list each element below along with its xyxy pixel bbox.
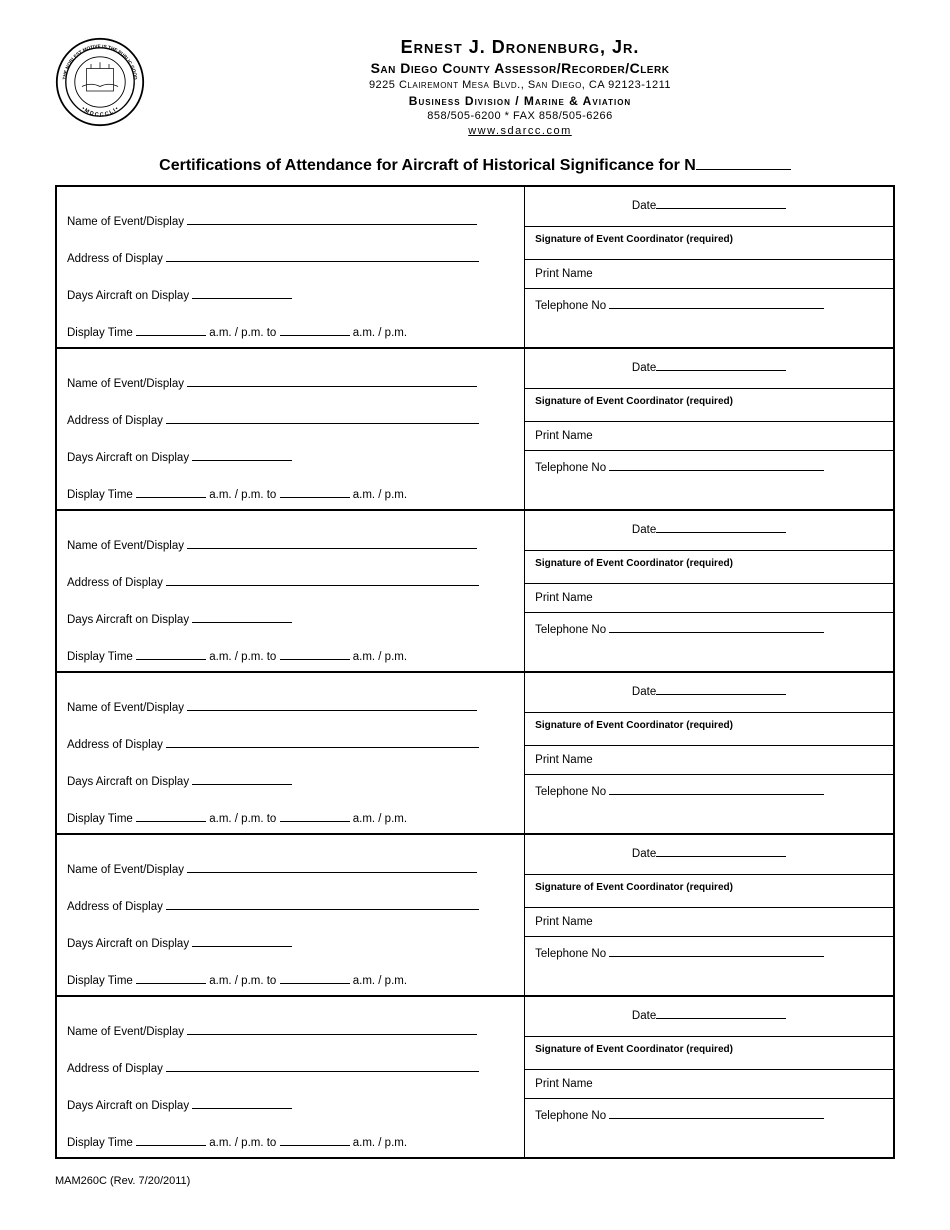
signature-field[interactable]: Signature of Event Coordinator (required…: [525, 875, 893, 908]
event-row: Name of Event/Display Address of Display…: [57, 835, 893, 997]
county-seal-icon: THE NOBLEST MOTIVE IS THE PUBLIC GOOD • …: [55, 37, 145, 127]
display-address-field[interactable]: Address of Display: [67, 898, 514, 913]
date-field[interactable]: Date: [525, 835, 893, 875]
coordinator-column: DateSignature of Event Coordinator (requ…: [525, 511, 893, 671]
display-time-field[interactable]: Display Time a.m. / p.m. to a.m. / p.m.: [67, 972, 514, 987]
signature-field[interactable]: Signature of Event Coordinator (required…: [525, 713, 893, 746]
days-on-display-field[interactable]: Days Aircraft on Display: [67, 449, 514, 464]
signature-field[interactable]: Signature of Event Coordinator (required…: [525, 1037, 893, 1070]
display-address-field[interactable]: Address of Display: [67, 250, 514, 265]
event-row: Name of Event/Display Address of Display…: [57, 187, 893, 349]
header: THE NOBLEST MOTIVE IS THE PUBLIC GOOD • …: [55, 35, 895, 139]
signature-field[interactable]: Signature of Event Coordinator (required…: [525, 551, 893, 584]
event-row: Name of Event/Display Address of Display…: [57, 349, 893, 511]
event-name-field[interactable]: Name of Event/Display: [67, 537, 514, 552]
official-title: San Diego County Assessor/Recorder/Clerk: [145, 59, 895, 78]
display-time-field[interactable]: Display Time a.m. / p.m. to a.m. / p.m.: [67, 810, 514, 825]
telephone-field[interactable]: Telephone No: [525, 289, 893, 320]
display-address-field[interactable]: Address of Display: [67, 574, 514, 589]
telephone-field[interactable]: Telephone No: [525, 775, 893, 806]
print-name-field[interactable]: Print Name: [525, 422, 893, 451]
days-on-display-field[interactable]: Days Aircraft on Display: [67, 1097, 514, 1112]
phone-fax: 858/505-6200 * FAX 858/505-6266: [145, 109, 895, 124]
coordinator-column: DateSignature of Event Coordinator (requ…: [525, 673, 893, 833]
days-on-display-field[interactable]: Days Aircraft on Display: [67, 287, 514, 302]
display-address-field[interactable]: Address of Display: [67, 412, 514, 427]
date-field[interactable]: Date: [525, 997, 893, 1037]
event-details-column: Name of Event/Display Address of Display…: [57, 835, 525, 995]
svg-text:• M D C C C L I •: • M D C C C L I •: [80, 106, 120, 118]
display-address-field[interactable]: Address of Display: [67, 736, 514, 751]
header-text: Ernest J. Dronenburg, Jr. San Diego Coun…: [145, 35, 895, 139]
event-details-column: Name of Event/Display Address of Display…: [57, 673, 525, 833]
days-on-display-field[interactable]: Days Aircraft on Display: [67, 773, 514, 788]
display-time-field[interactable]: Display Time a.m. / p.m. to a.m. / p.m.: [67, 486, 514, 501]
event-row: Name of Event/Display Address of Display…: [57, 511, 893, 673]
form-title: Certifications of Attendance for Aircraf…: [55, 157, 895, 175]
print-name-field[interactable]: Print Name: [525, 908, 893, 937]
event-details-column: Name of Event/Display Address of Display…: [57, 997, 525, 1157]
date-field[interactable]: Date: [525, 511, 893, 551]
form-footer: MAM260C (Rev. 7/20/2011): [55, 1175, 895, 1187]
telephone-field[interactable]: Telephone No: [525, 937, 893, 968]
display-address-field[interactable]: Address of Display: [67, 1060, 514, 1075]
telephone-field[interactable]: Telephone No: [525, 451, 893, 482]
form-title-text: Certifications of Attendance for Aircraf…: [159, 157, 696, 174]
form-table: Name of Event/Display Address of Display…: [55, 185, 895, 1159]
event-row: Name of Event/Display Address of Display…: [57, 673, 893, 835]
coordinator-column: DateSignature of Event Coordinator (requ…: [525, 187, 893, 347]
display-time-field[interactable]: Display Time a.m. / p.m. to a.m. / p.m.: [67, 324, 514, 339]
print-name-field[interactable]: Print Name: [525, 746, 893, 775]
signature-field[interactable]: Signature of Event Coordinator (required…: [525, 389, 893, 422]
coordinator-column: DateSignature of Event Coordinator (requ…: [525, 835, 893, 995]
date-field[interactable]: Date: [525, 349, 893, 389]
n-number-blank[interactable]: [696, 169, 791, 170]
print-name-field[interactable]: Print Name: [525, 584, 893, 613]
telephone-field[interactable]: Telephone No: [525, 1099, 893, 1130]
event-name-field[interactable]: Name of Event/Display: [67, 861, 514, 876]
official-name: Ernest J. Dronenburg, Jr.: [145, 35, 895, 59]
event-name-field[interactable]: Name of Event/Display: [67, 699, 514, 714]
event-details-column: Name of Event/Display Address of Display…: [57, 349, 525, 509]
event-details-column: Name of Event/Display Address of Display…: [57, 187, 525, 347]
coordinator-column: DateSignature of Event Coordinator (requ…: [525, 997, 893, 1157]
event-name-field[interactable]: Name of Event/Display: [67, 1023, 514, 1038]
display-time-field[interactable]: Display Time a.m. / p.m. to a.m. / p.m.: [67, 648, 514, 663]
days-on-display-field[interactable]: Days Aircraft on Display: [67, 611, 514, 626]
event-name-field[interactable]: Name of Event/Display: [67, 375, 514, 390]
print-name-field[interactable]: Print Name: [525, 260, 893, 289]
telephone-field[interactable]: Telephone No: [525, 613, 893, 644]
event-name-field[interactable]: Name of Event/Display: [67, 213, 514, 228]
print-name-field[interactable]: Print Name: [525, 1070, 893, 1099]
signature-field[interactable]: Signature of Event Coordinator (required…: [525, 227, 893, 260]
office-address: 9225 Clairemont Mesa Blvd., San Diego, C…: [145, 78, 895, 93]
event-row: Name of Event/Display Address of Display…: [57, 997, 893, 1157]
event-details-column: Name of Event/Display Address of Display…: [57, 511, 525, 671]
date-field[interactable]: Date: [525, 187, 893, 227]
coordinator-column: DateSignature of Event Coordinator (requ…: [525, 349, 893, 509]
display-time-field[interactable]: Display Time a.m. / p.m. to a.m. / p.m.: [67, 1134, 514, 1149]
division-name: Business Division / Marine & Aviation: [145, 93, 895, 109]
website-url: www.sdarcc.com: [145, 124, 895, 139]
days-on-display-field[interactable]: Days Aircraft on Display: [67, 935, 514, 950]
date-field[interactable]: Date: [525, 673, 893, 713]
svg-text:THE NOBLEST MOTIVE IS THE PUBL: THE NOBLEST MOTIVE IS THE PUBLIC GOOD: [62, 44, 138, 81]
